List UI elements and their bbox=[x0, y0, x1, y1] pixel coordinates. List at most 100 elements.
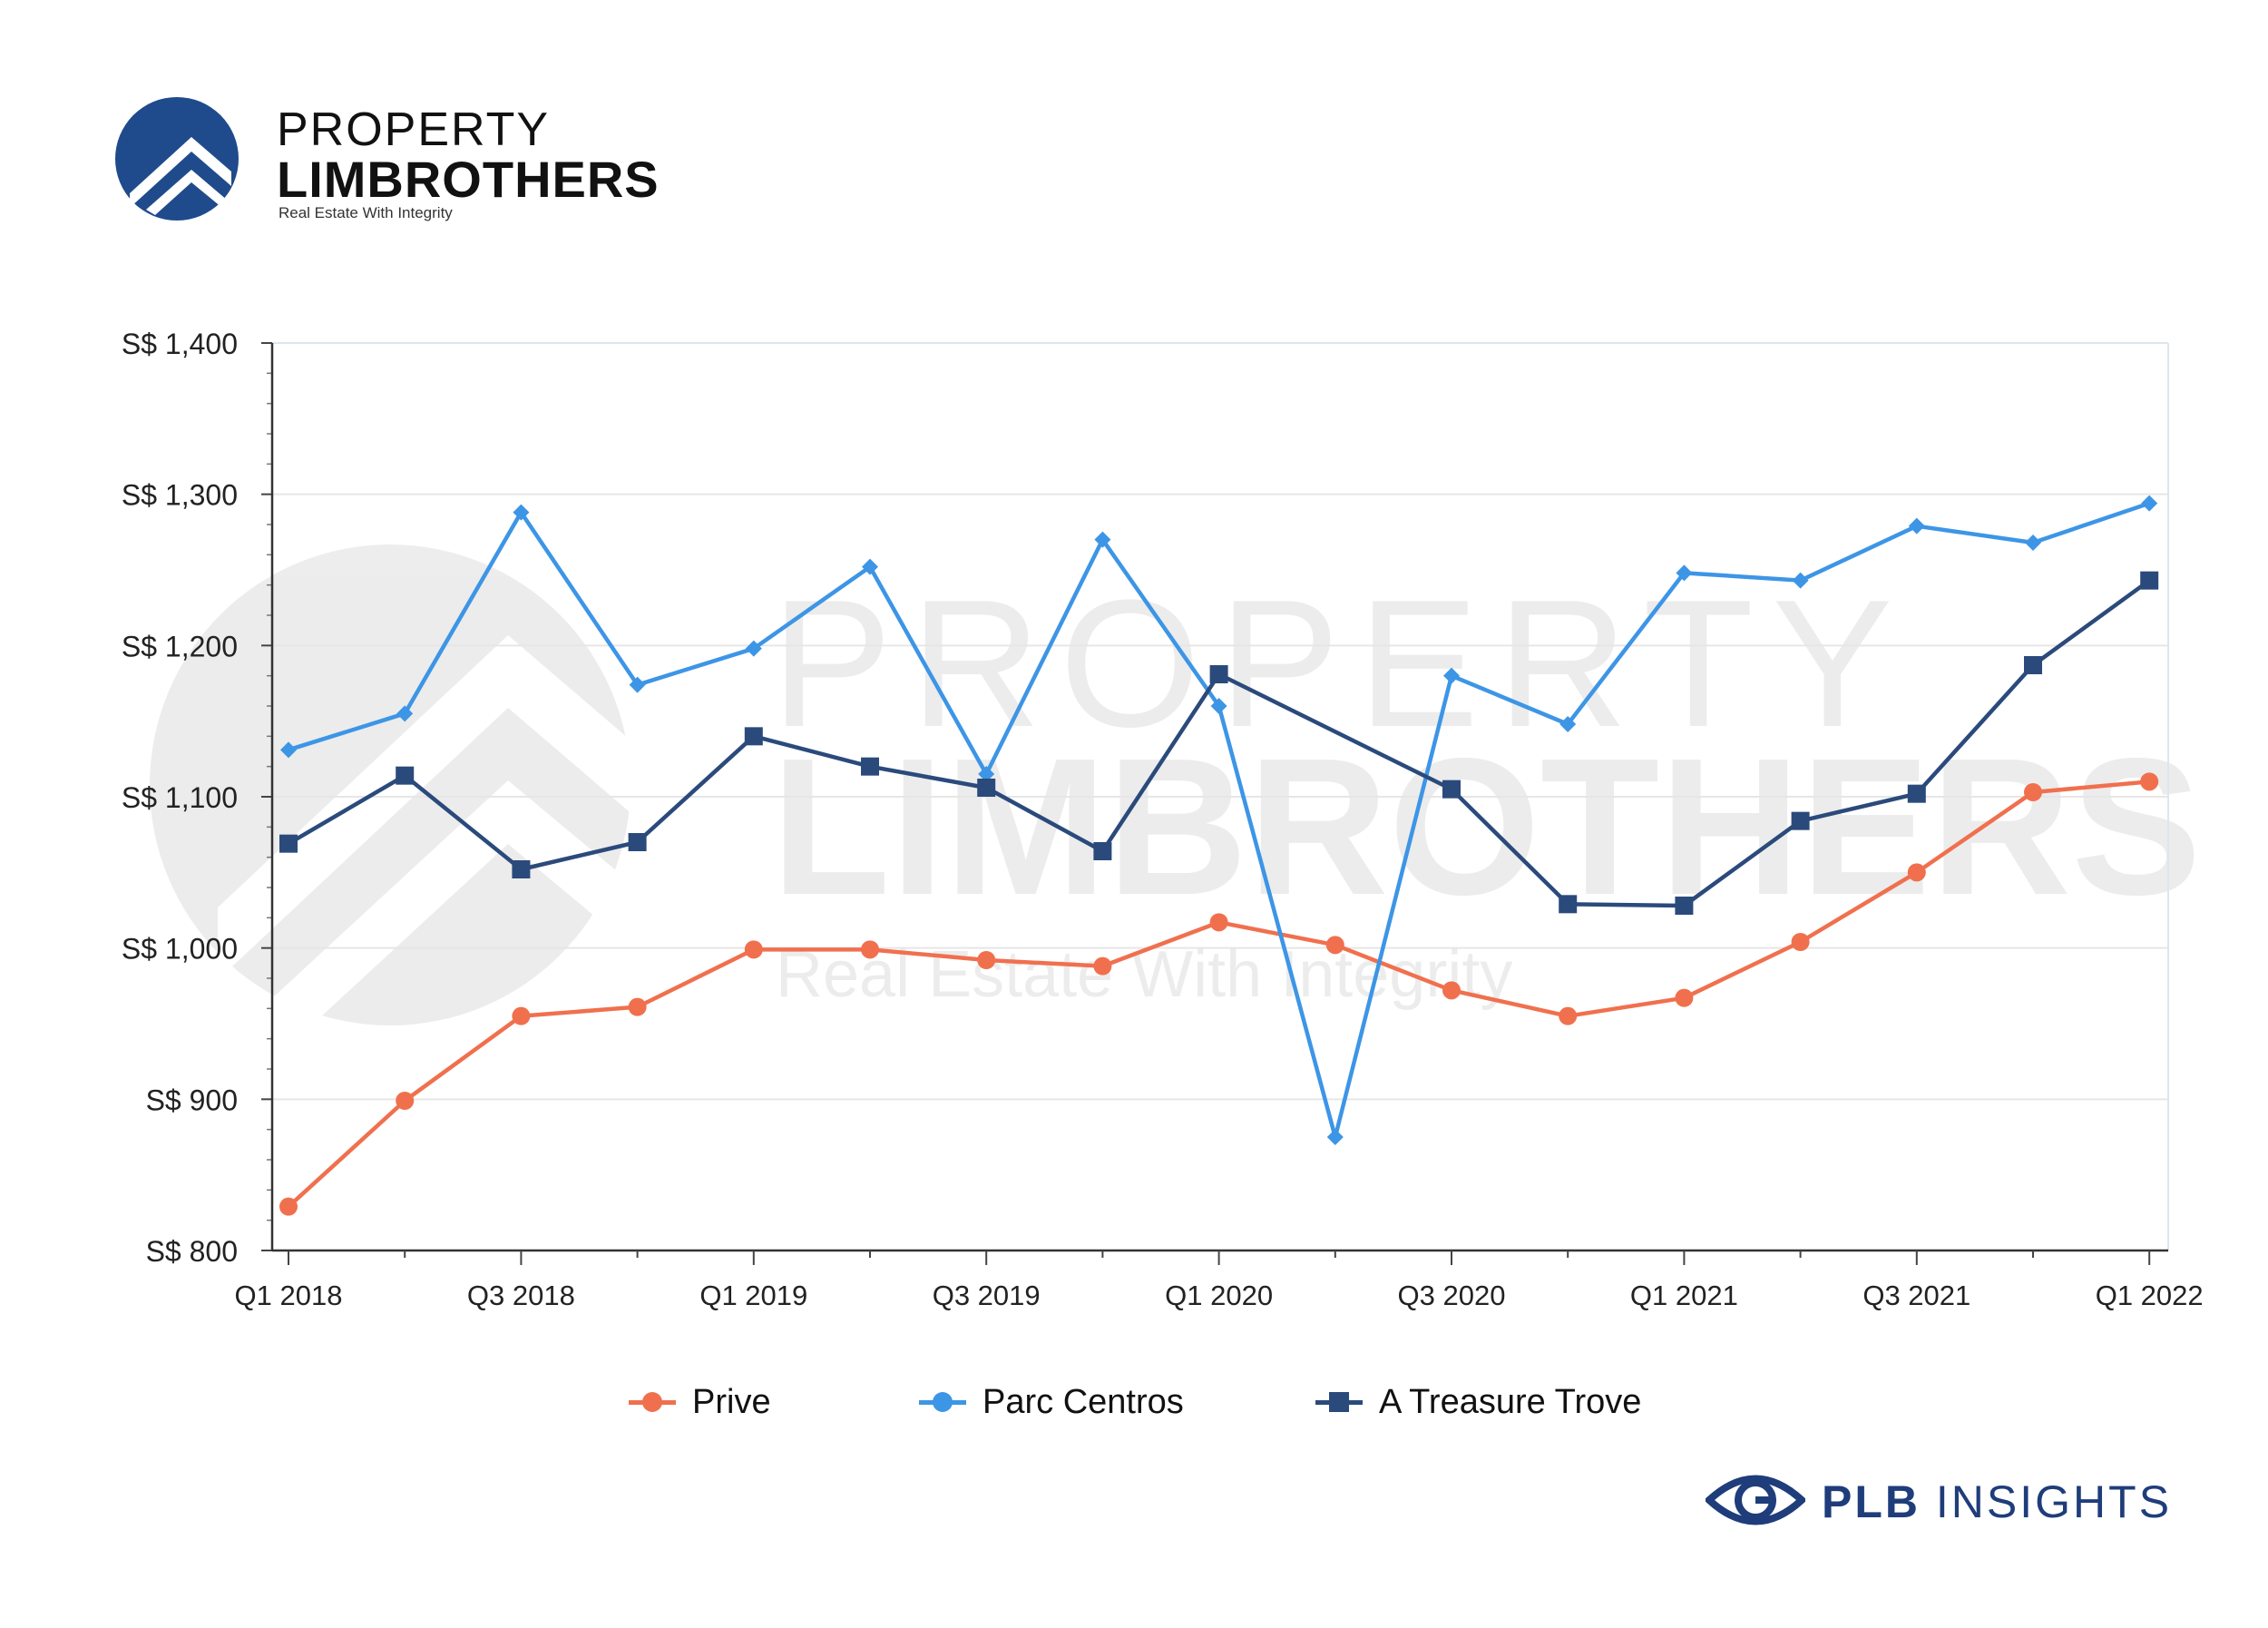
data-point-parc-centros bbox=[629, 676, 646, 693]
data-point-treasure-trove bbox=[1093, 842, 1112, 860]
brand-tagline: Real Estate With Integrity bbox=[279, 204, 453, 221]
legend-marker-circle bbox=[642, 1392, 662, 1412]
data-point-prive bbox=[2024, 783, 2042, 801]
watermark-logo-chevron-lower bbox=[272, 780, 617, 1062]
data-point-treasure-trove bbox=[1209, 665, 1228, 683]
x-tick-label: Q1 2022 bbox=[2096, 1280, 2204, 1311]
y-tick-label: S$ 1,100 bbox=[122, 781, 238, 814]
legend-item-prive: Prive bbox=[629, 1375, 771, 1429]
legend-marker-square bbox=[1329, 1392, 1349, 1412]
data-point-parc-centros bbox=[1326, 1129, 1344, 1145]
data-point-prive bbox=[1559, 1006, 1578, 1025]
data-point-parc-centros bbox=[396, 705, 414, 722]
data-point-parc-centros bbox=[513, 504, 530, 521]
axes: S$ 800 S$ 900 S$ 1,000 S$ 1,100 S$ 1,200 S$ 1… bbox=[122, 328, 2204, 1311]
footer-brand-bold: PLB bbox=[1822, 1476, 1921, 1527]
y-tick-label: S$ 1,000 bbox=[122, 933, 238, 966]
brand-logo: PROPERTY LIMBROTHERS Real Estate With In… bbox=[113, 95, 660, 231]
y-tick-label: S$ 800 bbox=[146, 1235, 238, 1268]
watermark: PROPERTY LIMBROTHERS Real Estate With In… bbox=[150, 544, 2202, 1062]
data-point-treasure-trove bbox=[628, 833, 647, 851]
footer-brand: PLB INSIGHTS bbox=[1706, 1470, 2177, 1534]
footer-brand-text: PLB INSIGHTS bbox=[1822, 1476, 2172, 1528]
data-point-parc-centros bbox=[1908, 517, 1925, 534]
data-point-treasure-trove bbox=[1559, 895, 1578, 914]
data-point-prive bbox=[1675, 988, 1694, 1007]
legend-item-parc-centros: Parc Centros bbox=[919, 1375, 1184, 1429]
logo-mark-icon bbox=[115, 97, 239, 221]
data-point-prive bbox=[1791, 933, 1810, 951]
data-point-parc-centros bbox=[745, 640, 762, 657]
data-point-prive bbox=[2140, 772, 2159, 791]
x-tick-label: Q1 2021 bbox=[1630, 1280, 1738, 1311]
watermark-logo-chevron-upper bbox=[218, 635, 635, 980]
data-point-prive bbox=[1093, 956, 1112, 976]
series-parc-centros bbox=[280, 495, 2158, 1145]
data-point-treasure-trove bbox=[279, 834, 298, 853]
x-tick-label: Q3 2020 bbox=[1398, 1280, 1506, 1311]
y-tick-label: S$ 1,400 bbox=[122, 328, 238, 360]
data-point-parc-centros bbox=[862, 558, 878, 575]
eye-logo-icon bbox=[1706, 1475, 1805, 1525]
data-point-prive bbox=[628, 997, 647, 1016]
data-point-parc-centros bbox=[1559, 716, 1577, 732]
legend-item-treasure-trove: A Treasure Trove bbox=[1315, 1375, 1641, 1429]
data-point-treasure-trove bbox=[1675, 897, 1694, 915]
data-point-prive bbox=[1209, 913, 1228, 932]
y-tick-label: S$ 900 bbox=[146, 1084, 238, 1116]
data-point-treasure-trove bbox=[396, 766, 415, 785]
x-tick-label: Q1 2018 bbox=[235, 1280, 343, 1311]
y-tick-label: S$ 1,300 bbox=[122, 479, 238, 512]
series-prive bbox=[279, 772, 2159, 1216]
data-point-parc-centros bbox=[2141, 495, 2158, 512]
data-point-prive bbox=[1442, 981, 1461, 1000]
data-point-parc-centros bbox=[1210, 698, 1227, 714]
legend-label-treasure-trove: A Treasure Trove bbox=[1379, 1382, 1642, 1421]
data-point-parc-centros bbox=[280, 741, 297, 759]
data-point-parc-centros bbox=[1443, 667, 1460, 684]
brand-name-line1: PROPERTY bbox=[277, 103, 551, 156]
legend-swatch-treasure-trove bbox=[1315, 1388, 1363, 1416]
data-point-prive bbox=[512, 1006, 531, 1025]
data-point-parc-centros bbox=[1094, 531, 1111, 548]
data-point-prive bbox=[1907, 863, 1926, 882]
data-point-prive bbox=[744, 940, 763, 959]
legend-label-parc-centros: Parc Centros bbox=[982, 1382, 1184, 1421]
data-point-prive bbox=[861, 940, 879, 959]
data-point-treasure-trove bbox=[1791, 811, 1810, 830]
series-line-treasure-trove bbox=[287, 578, 2151, 908]
data-point-treasure-trove bbox=[2140, 571, 2159, 590]
data-point-parc-centros bbox=[1676, 564, 1693, 582]
y-tick-label: S$ 1,200 bbox=[122, 630, 238, 662]
data-point-parc-centros bbox=[1792, 572, 1809, 589]
chart-legend: Prive Parc Centros A Treasure Trove bbox=[0, 1375, 2268, 1429]
legend-label-prive: Prive bbox=[692, 1382, 771, 1421]
data-point-parc-centros bbox=[2025, 534, 2041, 551]
data-point-parc-centros bbox=[978, 766, 995, 782]
data-point-treasure-trove bbox=[977, 779, 996, 797]
data-point-treasure-trove bbox=[744, 727, 763, 746]
x-tick-label: Q3 2019 bbox=[933, 1280, 1041, 1311]
x-tick-label: Q3 2018 bbox=[467, 1280, 575, 1311]
x-tick-label: Q3 2021 bbox=[1862, 1280, 1970, 1311]
x-tick-label: Q1 2019 bbox=[699, 1280, 807, 1311]
data-point-treasure-trove bbox=[1907, 784, 1926, 803]
legend-swatch-prive bbox=[629, 1388, 676, 1416]
data-point-prive bbox=[396, 1092, 415, 1110]
legend-swatch-parc-centros bbox=[919, 1388, 966, 1416]
x-tick-label: Q1 2020 bbox=[1165, 1280, 1273, 1311]
footer-brand-light: INSIGHTS bbox=[1935, 1476, 2173, 1527]
series-treasure-trove bbox=[279, 571, 2159, 915]
data-point-treasure-trove bbox=[861, 757, 879, 776]
legend-marker-circle bbox=[933, 1392, 953, 1412]
data-point-prive bbox=[279, 1197, 298, 1216]
data-point-treasure-trove bbox=[2024, 656, 2042, 674]
data-point-treasure-trove bbox=[512, 860, 531, 878]
data-point-treasure-trove bbox=[1442, 780, 1461, 799]
data-point-prive bbox=[1325, 936, 1344, 955]
grid bbox=[272, 342, 2169, 1250]
data-point-prive bbox=[977, 951, 996, 969]
series bbox=[279, 495, 2159, 1216]
brand-name-line2: LIMBROTHERS bbox=[277, 151, 660, 208]
